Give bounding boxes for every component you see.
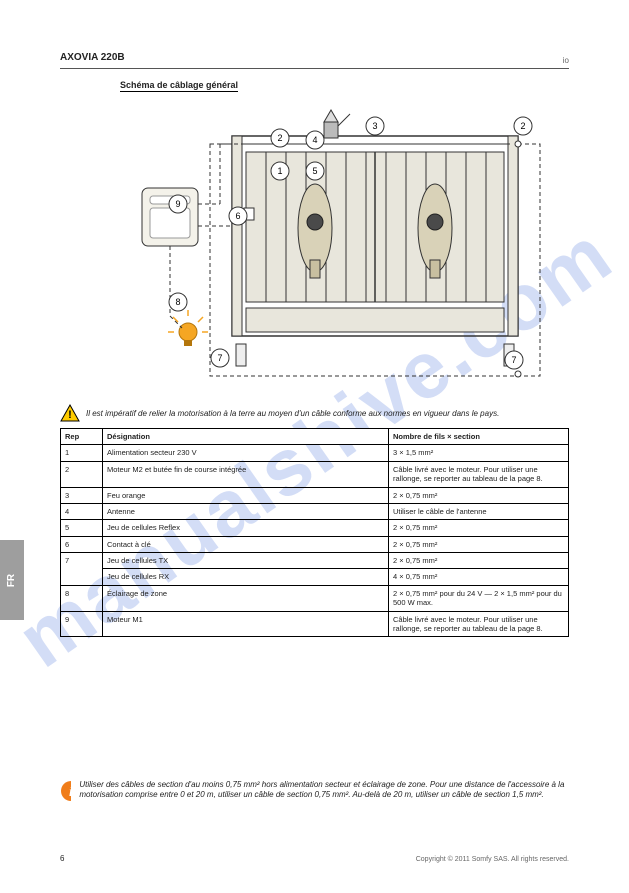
- svg-text:4: 4: [312, 135, 317, 145]
- info-text: Utiliser des câbles de section d'au moin…: [79, 780, 569, 801]
- svg-text:9: 9: [175, 199, 180, 209]
- svg-text:5: 5: [312, 166, 317, 176]
- svg-text:2: 2: [277, 133, 282, 143]
- language-tab-label: FR: [7, 573, 18, 586]
- table-row: 3Feu orange2 × 0,75 mm²: [61, 487, 569, 503]
- warning-row: ! Il est impératif de relier la motorisa…: [60, 404, 569, 422]
- warning-text: Il est impératif de relier la motorisati…: [86, 409, 499, 418]
- info-row: i Utiliser des câbles de section d'au mo…: [60, 780, 569, 802]
- svg-text:8: 8: [175, 297, 180, 307]
- cable-table: Rep Désignation Nombre de fils × section…: [60, 428, 569, 637]
- table-row: Jeu de cellules RX4 × 0,75 mm²: [61, 569, 569, 585]
- th-cable: Nombre de fils × section: [389, 429, 569, 445]
- th-ref: Rep: [61, 429, 103, 445]
- header-left: AXOVIA 220B: [60, 52, 125, 63]
- footer-copyright: Copyright © 2011 Somfy SAS. All rights r…: [416, 856, 569, 863]
- svg-text:i: i: [69, 785, 71, 800]
- svg-text:2: 2: [520, 121, 525, 131]
- table-row: 1Alimentation secteur 230 V3 × 1,5 mm²: [61, 445, 569, 461]
- wiring-diagram: 1 2 3 4 5 6 7 8 9 2 7: [120, 96, 560, 396]
- section-title: Schéma de câblage général: [120, 80, 238, 92]
- warning-icon: !: [60, 404, 80, 422]
- footer-page: 6: [60, 854, 64, 863]
- table-row: 2Moteur M2 et butée fin de course intégr…: [61, 461, 569, 487]
- header-rule: [60, 68, 569, 69]
- svg-text:!: !: [68, 409, 72, 421]
- table-row: 9Moteur M1Câble livré avec le moteur. Po…: [61, 611, 569, 637]
- svg-text:3: 3: [372, 121, 377, 131]
- table-row: 5Jeu de cellules Reflex2 × 0,75 mm²: [61, 520, 569, 536]
- svg-text:7: 7: [217, 353, 222, 363]
- svg-text:6: 6: [235, 211, 240, 221]
- table-row: 8Éclairage de zone2 × 0,75 mm² pour du 2…: [61, 585, 569, 611]
- callout-1: 1: [277, 166, 282, 176]
- table-row: 6Contact à clé2 × 0,75 mm²: [61, 536, 569, 552]
- info-icon: i: [60, 780, 71, 802]
- table-row: 4AntenneUtiliser le câble de l'antenne: [61, 503, 569, 519]
- svg-text:7: 7: [511, 355, 516, 365]
- language-tab: FR: [0, 540, 24, 620]
- th-desc: Désignation: [103, 429, 389, 445]
- bulb-icon: [168, 310, 208, 346]
- table-row: 7Jeu de cellules TX2 × 0,75 mm²: [61, 553, 569, 569]
- header-right: io: [563, 56, 569, 65]
